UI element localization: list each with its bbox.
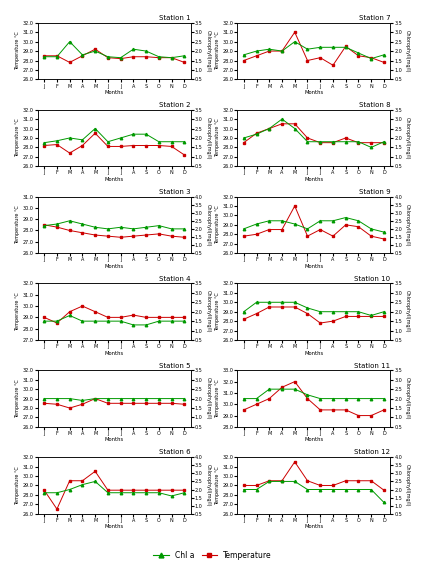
Y-axis label: Temperature °C: Temperature °C	[15, 379, 20, 418]
Y-axis label: Chlorophyll(mg/l): Chlorophyll(mg/l)	[405, 30, 410, 73]
Text: Station 8: Station 8	[359, 102, 390, 108]
Text: Station 9: Station 9	[359, 189, 390, 194]
Y-axis label: Temperature °C: Temperature °C	[215, 293, 220, 331]
Text: Station 3: Station 3	[159, 189, 191, 194]
Y-axis label: Chlorophyll(mg/l): Chlorophyll(mg/l)	[205, 117, 210, 159]
X-axis label: Months: Months	[105, 524, 124, 530]
Text: Station 11: Station 11	[354, 362, 390, 369]
Y-axis label: Temperature °C: Temperature °C	[15, 32, 20, 70]
X-axis label: Months: Months	[105, 90, 124, 95]
Y-axis label: Temperature °C: Temperature °C	[15, 293, 20, 331]
X-axis label: Months: Months	[304, 90, 323, 95]
Text: Station 10: Station 10	[354, 276, 390, 282]
Y-axis label: Chlorophyll(mg/l): Chlorophyll(mg/l)	[405, 464, 410, 507]
X-axis label: Months: Months	[304, 524, 323, 530]
X-axis label: Months: Months	[304, 264, 323, 269]
Y-axis label: Chlorophyll(mg/l): Chlorophyll(mg/l)	[405, 290, 410, 333]
Text: Station 2: Station 2	[159, 102, 191, 108]
Y-axis label: Temperature °C: Temperature °C	[215, 32, 220, 70]
Y-axis label: Chlorophyll(mg/l): Chlorophyll(mg/l)	[405, 377, 410, 420]
X-axis label: Months: Months	[304, 438, 323, 442]
Y-axis label: Temperature °C: Temperature °C	[15, 119, 20, 157]
Y-axis label: Temperature °C: Temperature °C	[15, 466, 20, 505]
Y-axis label: Temperature °C: Temperature °C	[15, 205, 20, 244]
X-axis label: Months: Months	[105, 350, 124, 356]
Text: Station 5: Station 5	[159, 362, 191, 369]
Y-axis label: Temperature °C: Temperature °C	[215, 119, 220, 157]
Y-axis label: Chlorophyll(mg/l): Chlorophyll(mg/l)	[205, 377, 210, 420]
Y-axis label: Temperature °C: Temperature °C	[215, 379, 220, 418]
Y-axis label: Temperature °C: Temperature °C	[215, 205, 220, 244]
Text: Station 1: Station 1	[159, 15, 191, 21]
Y-axis label: Chlorophyll(mg/l): Chlorophyll(mg/l)	[405, 204, 410, 246]
X-axis label: Months: Months	[304, 177, 323, 182]
X-axis label: Months: Months	[304, 350, 323, 356]
Y-axis label: Chlorophyll(mg/l): Chlorophyll(mg/l)	[405, 117, 410, 159]
Text: Station 4: Station 4	[159, 276, 191, 282]
Y-axis label: Chlorophyll(mg/l): Chlorophyll(mg/l)	[205, 464, 210, 507]
Y-axis label: Chlorophyll(mg/l): Chlorophyll(mg/l)	[205, 204, 210, 246]
Y-axis label: Chlorophyll(mg/l): Chlorophyll(mg/l)	[205, 290, 210, 333]
Text: Station 6: Station 6	[159, 450, 191, 455]
Y-axis label: Temperature °C: Temperature °C	[215, 466, 220, 505]
Y-axis label: Chlorophyll(mg/l): Chlorophyll(mg/l)	[205, 30, 210, 73]
Text: Station 12: Station 12	[354, 450, 390, 455]
Text: Station 7: Station 7	[359, 15, 390, 21]
X-axis label: Months: Months	[105, 438, 124, 442]
X-axis label: Months: Months	[105, 264, 124, 269]
X-axis label: Months: Months	[105, 177, 124, 182]
Legend: Chl a, Temperature: Chl a, Temperature	[150, 548, 275, 563]
